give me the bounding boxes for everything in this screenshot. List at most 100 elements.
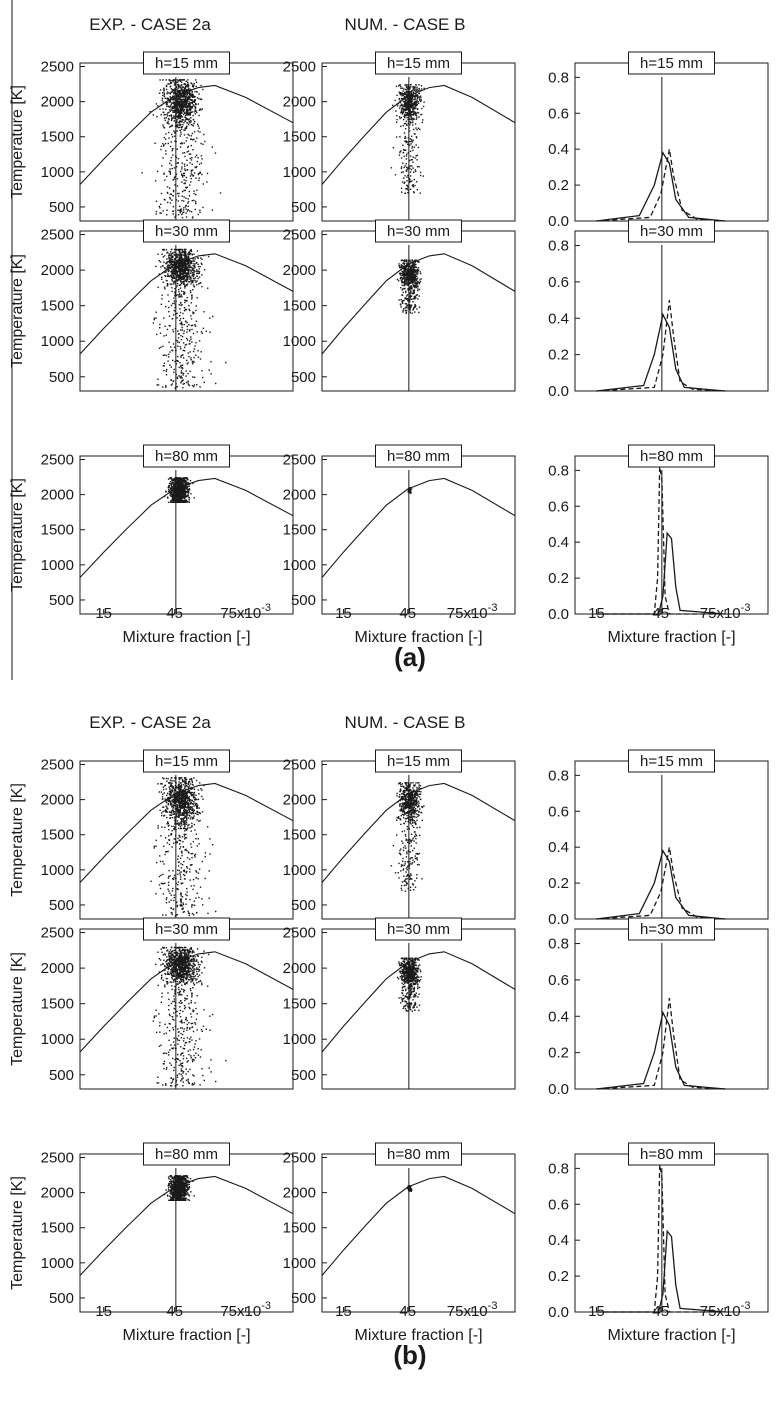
scatter-point [190, 830, 192, 832]
scatter-point [209, 317, 211, 319]
scatter-point [180, 322, 183, 325]
scatter-point [183, 129, 185, 131]
scatter-point [174, 267, 176, 269]
scatter-point [390, 167, 393, 169]
scatter-point [189, 114, 191, 116]
scatter-point [194, 106, 197, 109]
y-tick-label: 0.0 [548, 383, 569, 400]
scatter-point [186, 791, 189, 793]
scatter-point [178, 105, 181, 107]
scatter-point [188, 98, 190, 100]
scatter-point [417, 146, 420, 149]
scatter-point [176, 253, 179, 256]
scatter-point [170, 107, 172, 109]
scatter-point [172, 105, 174, 108]
scatter-point [185, 478, 188, 480]
scatter-point [191, 83, 193, 85]
scatter-point [179, 103, 181, 106]
scatter-point [182, 819, 185, 821]
column-header: EXP. - CASE 2a [89, 713, 211, 732]
scatter-point [410, 277, 413, 279]
scatter-point [410, 95, 412, 97]
scatter-point [163, 172, 165, 174]
scatter-point [187, 97, 189, 99]
scatter-point [183, 273, 185, 275]
scatter-point [176, 272, 178, 274]
scatter-point [396, 103, 398, 105]
scatter-point [185, 91, 188, 93]
scatter-point [166, 262, 168, 265]
scatter-point [178, 122, 181, 124]
scatter-point [403, 281, 405, 283]
scatter-point [192, 376, 194, 378]
scatter-point [175, 383, 177, 385]
scatter-point [174, 184, 176, 186]
panel-letter: (a) [394, 642, 426, 672]
scatter-point [156, 170, 159, 173]
y-tick-label: 1000 [41, 557, 74, 574]
scatter-point [183, 350, 186, 352]
scatter-point [405, 268, 407, 270]
scatter-point [174, 216, 176, 218]
scatter-point [415, 94, 417, 96]
scatter-point [188, 488, 190, 490]
scatter-point [186, 96, 188, 99]
scatter-point [181, 380, 183, 382]
scatter-point [409, 122, 412, 124]
scatter-point [180, 263, 183, 265]
scatter-point [172, 274, 175, 277]
scatter-point [177, 345, 179, 347]
scatter-point [410, 295, 412, 297]
scatter-point [178, 500, 180, 503]
scatter-point [408, 264, 411, 266]
y-tick-label: 0.0 [548, 213, 569, 230]
scatter-point [185, 80, 187, 82]
scatter-point [181, 103, 183, 105]
scatter-point [413, 284, 415, 287]
scatter-point [415, 144, 417, 146]
row-label: h=15 mm [640, 55, 703, 72]
scatter-point [167, 122, 169, 124]
scatter-point [176, 498, 179, 501]
scatter-point [411, 270, 413, 272]
scatter-point [182, 374, 184, 376]
scatter-point [416, 111, 418, 114]
scatter-point [185, 258, 187, 261]
scatter-point [410, 92, 413, 95]
x-tick-label: 15 [588, 605, 605, 622]
scatter-point [194, 156, 197, 158]
scatter-point [398, 116, 401, 118]
scatter-point [403, 287, 405, 290]
scatter-point [170, 346, 172, 348]
scatter-point [187, 253, 189, 255]
scatter-point [401, 289, 403, 291]
scatter-point [178, 258, 180, 260]
scatter-point [168, 311, 170, 313]
scatter-point [410, 100, 413, 102]
scatter-point [410, 168, 413, 171]
scatter-point [188, 858, 191, 860]
scatter-point [184, 483, 187, 486]
scatter-point [174, 90, 176, 92]
scatter-point [167, 273, 169, 275]
scatter-point [167, 478, 170, 480]
scatter-point [404, 91, 406, 94]
scatter-point [180, 304, 182, 307]
scatter-point [184, 791, 186, 793]
scatter-point [417, 96, 419, 99]
scatter-point [403, 299, 405, 302]
scatter-point [174, 494, 177, 496]
scatter-point [187, 86, 189, 88]
scatter-point [173, 263, 176, 265]
scatter-point [194, 113, 196, 115]
scatter-point [402, 94, 405, 96]
scatter-point [410, 488, 413, 490]
scatter-point [188, 384, 191, 387]
scatter-point [195, 342, 197, 344]
scatter-point [194, 264, 196, 266]
scatter-point [189, 184, 191, 186]
scatter-point [176, 92, 178, 94]
scatter-point [184, 93, 187, 95]
scatter-point [167, 808, 169, 810]
